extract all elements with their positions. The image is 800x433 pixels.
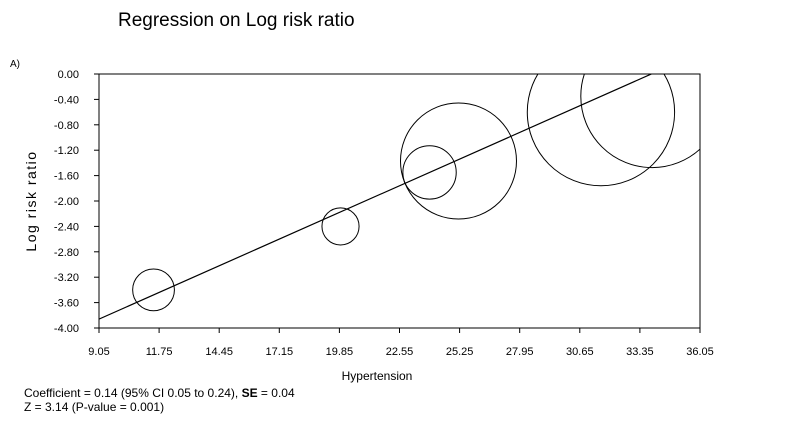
study-bubble-2: [321, 207, 360, 246]
y-tick-label: -2.80: [54, 247, 79, 259]
y-tick-label: -0.80: [54, 120, 79, 132]
study-bubble-6: [580, 74, 700, 169]
x-tick-label: 17.15: [266, 346, 294, 358]
y-tick-label: -3.60: [54, 298, 79, 310]
y-tick-label: -1.20: [54, 145, 79, 157]
y-tick-label: -2.40: [54, 221, 79, 233]
x-tick-label: 22.55: [386, 346, 414, 358]
x-tick-label: 11.75: [146, 346, 173, 358]
x-tick-label: 30.65: [566, 346, 594, 358]
y-tick-label: -2.00: [54, 196, 79, 208]
plot-marks: [99, 74, 700, 320]
study-bubble-3: [402, 145, 457, 200]
coefficient-text: Coefficient = 0.14 (95% CI 0.05 to 0.24)…: [24, 386, 242, 400]
chart-title: Regression on Log risk ratio: [118, 10, 355, 31]
z-statistic-line: Z = 3.14 (P-value = 0.001): [24, 400, 165, 414]
y-axis-label: Log risk ratio: [23, 150, 39, 251]
regression-line: [99, 74, 653, 320]
study-bubble-4: [399, 102, 517, 220]
study-bubble-1: [132, 268, 175, 312]
x-tick-label: 33.35: [626, 346, 654, 358]
y-tick-label: -3.20: [54, 272, 79, 284]
x-axis-label: Hypertension: [342, 369, 413, 383]
coefficient-line: Coefficient = 0.14 (95% CI 0.05 to 0.24)…: [24, 386, 295, 400]
plot-frame: [98, 73, 701, 329]
x-tick-label: 27.95: [506, 346, 534, 358]
x-tick-label: 19.85: [326, 346, 354, 358]
study-bubble-5: [526, 74, 676, 187]
y-tick-label: 0.00: [58, 69, 79, 81]
axes: 9.05 11.75 14.45 17.15 19.85 22.55 25.25 27.95 3…: [54, 69, 714, 358]
y-tick-label: -4.00: [54, 323, 79, 335]
y-tick-label: -1.60: [54, 171, 79, 183]
se-label: SE: [241, 386, 258, 400]
x-tick-label: 25.25: [446, 346, 474, 358]
y-tick-label: -0.40: [54, 94, 79, 106]
x-tick-label: 9.05: [88, 346, 109, 358]
se-value: = 0.04: [257, 386, 295, 400]
x-tick-label: 36.05: [686, 346, 714, 358]
x-tick-label: 14.45: [205, 346, 233, 358]
panel-label: A): [10, 59, 20, 70]
